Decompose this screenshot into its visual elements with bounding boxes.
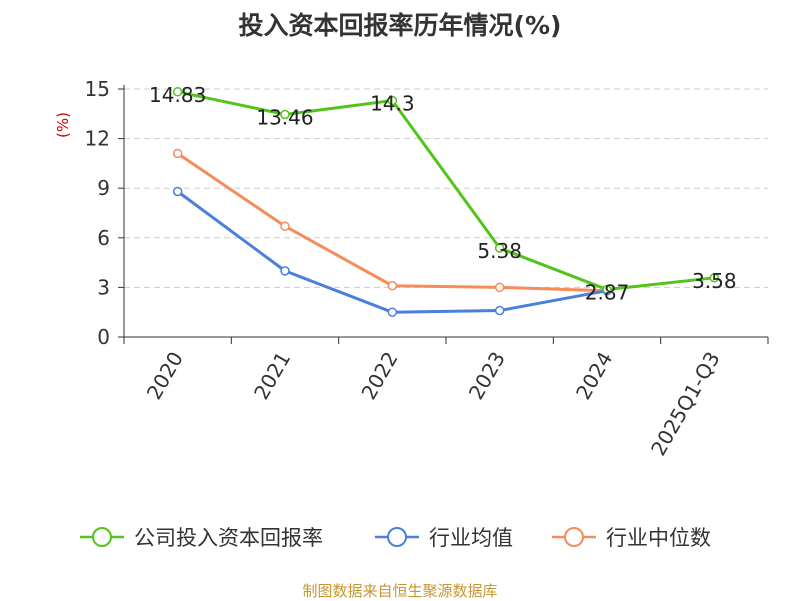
data-point <box>172 148 183 159</box>
x-tick-label: 2024 <box>571 348 617 404</box>
data-point <box>172 186 183 197</box>
x-tick-label: 2021 <box>249 348 295 404</box>
data-point <box>494 305 505 316</box>
x-tick-label: 2022 <box>356 348 402 404</box>
data-point <box>280 221 290 231</box>
y-tick-label: 12 <box>85 127 110 151</box>
data-point <box>494 243 505 253</box>
legend-label[interactable]: 公司投入资本回报率 <box>134 526 323 550</box>
data-point <box>602 284 612 295</box>
legend-swatch-marker <box>387 527 407 547</box>
data-point <box>172 87 183 97</box>
y-tick-label: 15 <box>85 77 110 101</box>
data-point <box>387 307 398 317</box>
chart-title: 投入资本回报率历年情况(%) <box>238 11 562 40</box>
y-axis-label: (%) <box>54 112 72 138</box>
y-tick-label: 6 <box>97 226 110 250</box>
series-line <box>176 190 608 314</box>
y-tick-label: 0 <box>97 325 110 349</box>
data-point <box>494 282 505 293</box>
data-point <box>387 95 398 106</box>
legend-swatch-marker <box>92 527 112 547</box>
data-point <box>709 273 720 283</box>
x-tick-label: 2025Q1-Q3 <box>646 348 725 460</box>
data-label: 5.38 <box>477 239 522 263</box>
source-note: 制图数据来自恒生聚源数据库 <box>302 582 498 600</box>
y-tick-label: 3 <box>97 275 110 299</box>
legend-label[interactable]: 行业均值 <box>429 526 513 550</box>
data-label: 14.3 <box>370 92 415 116</box>
x-tick-label: 2020 <box>142 348 188 404</box>
series-line <box>177 90 715 292</box>
data-label: 3.58 <box>692 269 737 293</box>
data-point <box>280 109 290 120</box>
legend-swatch-marker <box>564 527 584 547</box>
data-label: 13.46 <box>256 105 313 129</box>
data-label: 14.83 <box>149 83 206 107</box>
y-tick-label: 9 <box>97 176 110 200</box>
data-point <box>280 266 290 276</box>
data-point <box>387 280 398 291</box>
series-line <box>176 152 608 293</box>
x-tick-label: 2023 <box>464 348 510 404</box>
legend-label[interactable]: 行业中位数 <box>606 526 711 550</box>
data-label: 2.87 <box>585 281 630 305</box>
